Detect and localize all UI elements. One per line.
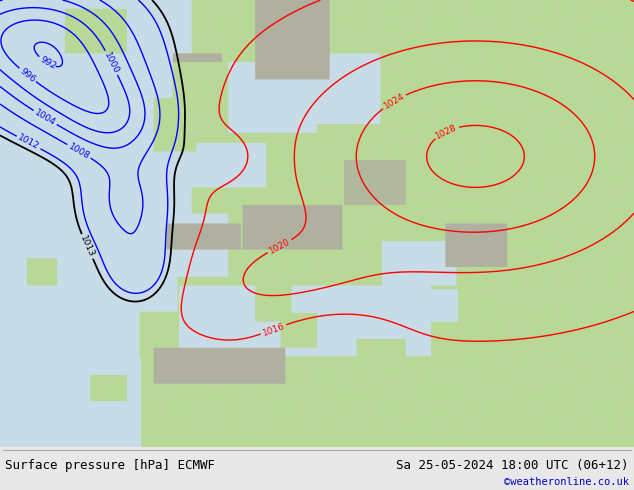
Text: ©weatheronline.co.uk: ©weatheronline.co.uk [504, 477, 629, 487]
Text: 1013: 1013 [79, 234, 96, 259]
Text: 1020: 1020 [268, 237, 292, 256]
Text: 992: 992 [38, 55, 57, 71]
Text: 1000: 1000 [102, 50, 120, 75]
Text: Sa 25-05-2024 18:00 UTC (06+12): Sa 25-05-2024 18:00 UTC (06+12) [396, 459, 629, 472]
Text: 1028: 1028 [434, 122, 459, 141]
Text: 1004: 1004 [33, 108, 57, 127]
Text: Surface pressure [hPa] ECMWF: Surface pressure [hPa] ECMWF [5, 459, 215, 472]
Text: 1024: 1024 [382, 92, 406, 111]
Text: 1016: 1016 [261, 321, 286, 338]
Text: 1008: 1008 [67, 142, 91, 161]
Text: 1012: 1012 [16, 133, 41, 152]
Text: 996: 996 [18, 66, 37, 84]
